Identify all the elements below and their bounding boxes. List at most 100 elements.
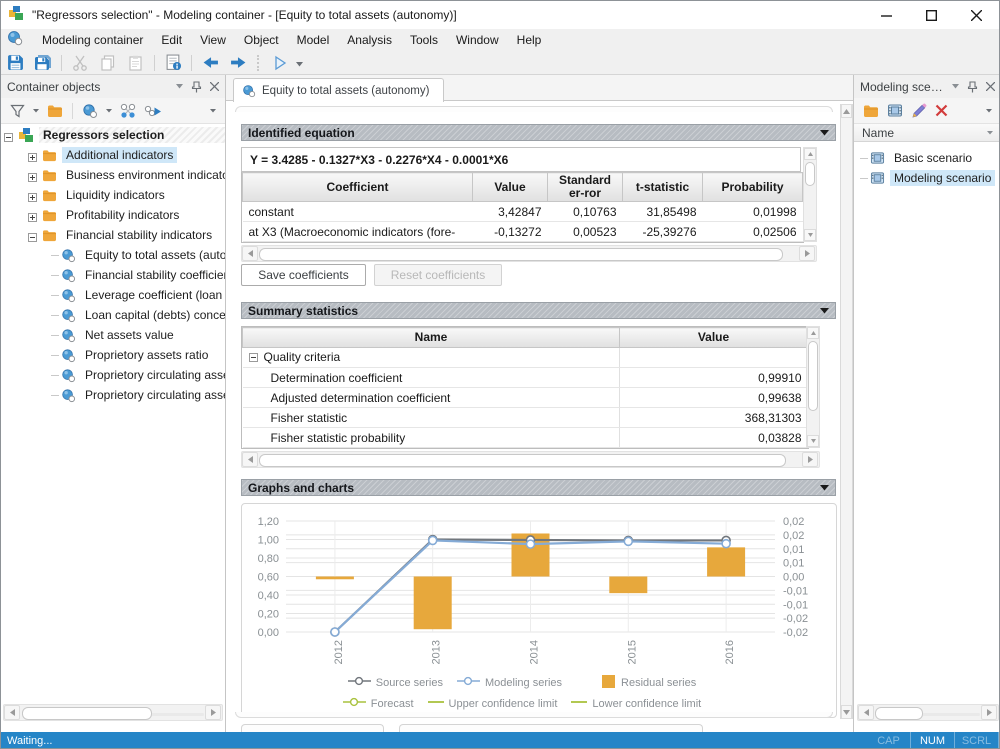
- main-vscrollbar[interactable]: [840, 104, 853, 719]
- copy-icon[interactable]: [94, 52, 122, 74]
- partial-tab-2[interactable]: [399, 724, 703, 733]
- minimize-icon[interactable]: [864, 1, 909, 29]
- expand-icon[interactable]: [28, 191, 37, 202]
- name-column-header[interactable]: Name: [854, 124, 999, 142]
- edit-pencil-icon[interactable]: [911, 103, 927, 119]
- scenario-item-basic-scenario[interactable]: Basic scenario: [854, 148, 999, 168]
- partial-tab-1[interactable]: [241, 724, 384, 733]
- filter-dropdown-icon[interactable]: [33, 108, 39, 113]
- tree-item-liquidity-indicators[interactable]: Liquidity indicators: [1, 185, 225, 205]
- equation-vscrollbar[interactable]: [803, 147, 817, 242]
- tree-item-financial-stability-coefficient[interactable]: Financial stability coefficient: [1, 265, 225, 285]
- forward-arrow-icon[interactable]: [224, 52, 252, 74]
- tree-item-leverage-coefficient-loan-ass[interactable]: Leverage coefficient (loan ass: [1, 285, 225, 305]
- model-icon[interactable]: [82, 103, 98, 119]
- right-panel-menu-icon[interactable]: [952, 84, 959, 89]
- summary-row[interactable]: Fisher statistic probability 0,03828: [242, 427, 808, 448]
- folder-icon[interactable]: [863, 104, 879, 118]
- tree-item-proprietory-assets-ratio[interactable]: Proprietory assets ratio: [1, 345, 225, 365]
- collapse-icon[interactable]: [4, 131, 13, 142]
- identified-equation-header[interactable]: Identified equation: [241, 124, 836, 141]
- scenario-item-modeling-scenario[interactable]: Modeling scenario: [854, 168, 999, 188]
- delete-icon[interactable]: [935, 104, 948, 117]
- scroll-right-icon[interactable]: [981, 705, 997, 720]
- molecule-icon[interactable]: [120, 103, 136, 119]
- paste-icon[interactable]: [122, 52, 150, 74]
- menu-item-model[interactable]: Model: [296, 33, 330, 47]
- coefficient-row[interactable]: constant 3,42847 0,10763 31,85498 0,01998: [242, 201, 803, 222]
- summary-vscrollbar[interactable]: [806, 326, 820, 448]
- right-toolbar-dropdown-icon[interactable]: [986, 108, 992, 113]
- tree-item-net-assets-value[interactable]: Net assets value: [1, 325, 225, 345]
- tab-equity-to-total-assets[interactable]: Equity to total assets (autonomy): [233, 78, 445, 102]
- report-icon[interactable]: [159, 52, 187, 74]
- menu-item-view[interactable]: View: [200, 33, 226, 47]
- collapse-icon[interactable]: [820, 129, 829, 136]
- save-icon[interactable]: [1, 52, 29, 74]
- save-all-icon[interactable]: [29, 52, 57, 74]
- left-panel-menu-icon[interactable]: [176, 84, 183, 89]
- scroll-right-icon[interactable]: [802, 452, 818, 467]
- summary-row[interactable]: Fisher statistic 368,31303: [242, 407, 808, 428]
- scroll-right-icon[interactable]: [205, 705, 221, 720]
- coefficients-hscrollbar[interactable]: [241, 245, 817, 262]
- folder-icon[interactable]: [47, 104, 63, 118]
- summary-hscrollbar[interactable]: [241, 451, 820, 468]
- pin-icon[interactable]: [967, 80, 978, 93]
- collapse-icon[interactable]: [820, 307, 829, 314]
- left-panel-close-icon[interactable]: [210, 82, 219, 91]
- run-icon[interactable]: [266, 52, 294, 74]
- right-panel-hscrollbar[interactable]: [857, 704, 999, 721]
- tree-item-loan-capital-debts-concentra[interactable]: Loan capital (debts) concentra: [1, 305, 225, 325]
- menu-item-object[interactable]: Object: [243, 33, 279, 47]
- summary-row[interactable]: Quality criteria: [242, 347, 808, 368]
- column-dropdown-icon[interactable]: [987, 130, 993, 135]
- scroll-down-icon[interactable]: [841, 705, 852, 719]
- model-dropdown-icon[interactable]: [106, 108, 112, 113]
- left-toolbar-dropdown-icon[interactable]: [210, 108, 216, 113]
- scenario-icon[interactable]: [887, 103, 903, 118]
- menu-item-analysis[interactable]: Analysis: [347, 33, 392, 47]
- tree-item-additional-indicators[interactable]: Additional indicators: [1, 145, 225, 165]
- reset-coefficients-button[interactable]: Reset coefficients: [374, 264, 502, 286]
- maximize-icon[interactable]: [909, 1, 954, 29]
- equation-box[interactable]: Y = 3.4285 - 0.1327*X3 - 0.2276*X4 - 0.0…: [241, 147, 801, 172]
- scroll-up-icon[interactable]: [841, 104, 852, 118]
- close-icon[interactable]: [954, 1, 999, 29]
- tree-item-equity-to-total-assets-autono[interactable]: Equity to total assets (autono: [1, 245, 225, 265]
- left-panel-hscrollbar[interactable]: [3, 704, 223, 721]
- tree-item-regressors-selection[interactable]: Regressors selection: [1, 125, 225, 145]
- scroll-right-icon[interactable]: [799, 246, 815, 261]
- link-run-icon[interactable]: [144, 104, 162, 118]
- tree-item-proprietory-circulating-assets[interactable]: Proprietory circulating assets: [1, 385, 225, 405]
- menu-item-modeling-container[interactable]: Modeling container: [42, 33, 144, 47]
- scroll-left-icon[interactable]: [4, 705, 20, 720]
- menu-item-tools[interactable]: Tools: [409, 33, 438, 47]
- tree-item-business-environment-indicators[interactable]: Business environment indicators: [1, 165, 225, 185]
- cut-icon[interactable]: [66, 52, 94, 74]
- expand-icon[interactable]: [28, 211, 37, 222]
- right-panel-close-icon[interactable]: [986, 82, 995, 91]
- back-arrow-icon[interactable]: [196, 52, 224, 74]
- expand-icon[interactable]: [28, 171, 37, 182]
- expand-icon[interactable]: [28, 151, 37, 162]
- summary-row[interactable]: Determination coefficient 0,99910: [242, 367, 808, 388]
- run-dropdown-icon[interactable]: [296, 54, 303, 72]
- tree-item-proprietory-circulating-assets[interactable]: Proprietory circulating assets: [1, 365, 225, 385]
- tree-item-financial-stability-indicators[interactable]: Financial stability indicators: [1, 225, 225, 245]
- menu-item-window[interactable]: Window: [455, 33, 499, 47]
- menu-item-edit[interactable]: Edit: [161, 33, 183, 47]
- graphs-and-charts-header[interactable]: Graphs and charts: [241, 479, 836, 496]
- collapse-icon[interactable]: [248, 351, 258, 365]
- scroll-left-icon[interactable]: [858, 705, 874, 720]
- menu-item-help[interactable]: Help: [516, 33, 542, 47]
- collapse-icon[interactable]: [28, 231, 37, 242]
- pin-icon[interactable]: [191, 80, 202, 93]
- summary-row[interactable]: Adjusted determination coefficient 0,9963…: [242, 387, 808, 408]
- scroll-left-icon[interactable]: [242, 246, 258, 261]
- filter-icon[interactable]: [10, 104, 25, 118]
- collapse-icon[interactable]: [820, 484, 829, 491]
- scroll-left-icon[interactable]: [242, 452, 258, 467]
- save-coefficients-button[interactable]: Save coefficients: [241, 264, 366, 286]
- coefficient-row[interactable]: at X3 (Macroeconomic indicators (fore- -0…: [242, 221, 803, 242]
